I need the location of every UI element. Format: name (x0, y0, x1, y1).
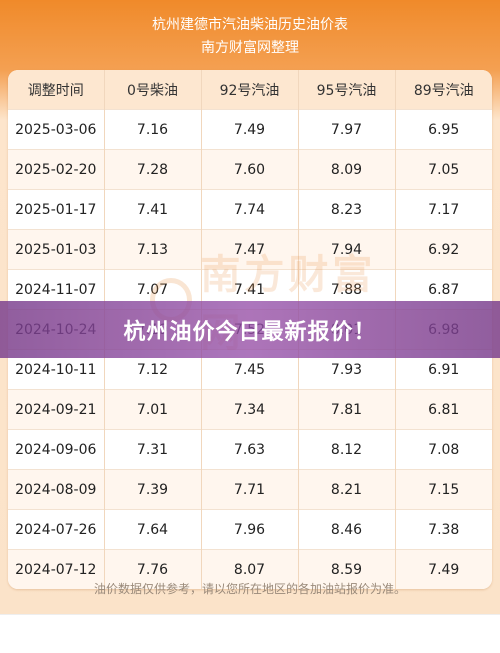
table-row: 2024-07-26 7.64 7.96 8.46 7.38 (8, 509, 492, 550)
price-cell: 8.59 (298, 549, 396, 589)
date-cell: 2024-09-06 (8, 429, 105, 470)
price-cell: 7.16 (104, 109, 202, 150)
price-cell: 8.09 (298, 149, 396, 190)
table-row: 2025-01-17 7.41 7.74 8.23 7.17 (8, 189, 492, 230)
date-cell: 2025-03-06 (8, 109, 105, 150)
price-cell: 8.21 (298, 469, 396, 510)
price-cell: 7.74 (201, 189, 299, 230)
table-row: 2025-03-06 7.16 7.49 7.97 6.95 (8, 109, 492, 150)
price-table: 调整时间 0号柴油 92号汽油 95号汽油 89号汽油 2025-03-06 7.… (8, 70, 492, 589)
date-cell: 2024-07-26 (8, 509, 105, 550)
price-cell: 7.13 (104, 229, 202, 270)
table-row: 2025-01-03 7.13 7.47 7.94 6.92 (8, 229, 492, 270)
table-header-row: 调整时间 0号柴油 92号汽油 95号汽油 89号汽油 (8, 70, 492, 110)
banner-text: 杭州油价今日最新报价！ (123, 319, 377, 345)
price-cell: 7.71 (201, 469, 299, 510)
price-cell: 7.96 (201, 509, 299, 550)
price-cell: 7.47 (201, 229, 299, 270)
table-row: 2024-07-12 7.76 8.07 8.59 7.49 (8, 549, 492, 589)
price-cell: 7.34 (201, 389, 299, 430)
price-cell: 7.97 (298, 109, 396, 150)
price-cell: 7.17 (395, 189, 492, 230)
price-cell: 7.28 (104, 149, 202, 190)
price-cell: 8.23 (298, 189, 396, 230)
headline-banner: 杭州油价今日最新报价！ (0, 301, 500, 358)
divider (0, 614, 500, 615)
page-subtitle: 南方财富网整理 (201, 40, 299, 56)
page-title: 杭州建德市汽油柴油历史油价表 (152, 17, 348, 33)
price-cell: 6.95 (395, 109, 492, 150)
price-cell: 7.05 (395, 149, 492, 190)
date-cell: 2025-01-03 (8, 229, 105, 270)
price-cell: 7.60 (201, 149, 299, 190)
price-cell: 7.94 (298, 229, 396, 270)
price-cell: 7.64 (104, 509, 202, 550)
price-cell: 7.81 (298, 389, 396, 430)
price-cell: 7.49 (201, 109, 299, 150)
price-cell: 6.92 (395, 229, 492, 270)
column-header: 95号汽油 (298, 70, 396, 110)
footer-note: 油价数据仅供参考，请以您所在地区的各加油站报价为准。 (93, 582, 406, 596)
date-cell: 2024-09-21 (8, 389, 105, 430)
table-row: 2024-09-21 7.01 7.34 7.81 6.81 (8, 389, 492, 430)
table-row: 2025-02-20 7.28 7.60 8.09 7.05 (8, 149, 492, 190)
price-cell: 8.46 (298, 509, 396, 550)
price-cell: 7.41 (104, 189, 202, 230)
price-cell: 7.63 (201, 429, 299, 470)
date-cell: 2024-08-09 (8, 469, 105, 510)
column-header: 0号柴油 (104, 70, 202, 110)
price-cell: 7.39 (104, 469, 202, 510)
price-cell: 6.81 (395, 389, 492, 430)
column-header: 89号汽油 (395, 70, 492, 110)
price-cell: 7.76 (104, 549, 202, 589)
table-row: 2024-08-09 7.39 7.71 8.21 7.15 (8, 469, 492, 510)
price-cell: 7.08 (395, 429, 492, 470)
price-cell: 7.01 (104, 389, 202, 430)
price-cell: 8.12 (298, 429, 396, 470)
price-cell: 7.49 (395, 549, 492, 589)
column-header: 92号汽油 (201, 70, 299, 110)
date-cell: 2024-07-12 (8, 549, 105, 589)
price-cell: 8.07 (201, 549, 299, 589)
price-cell: 7.38 (395, 509, 492, 550)
column-header: 调整时间 (8, 70, 105, 110)
table-row: 2024-09-06 7.31 7.63 8.12 7.08 (8, 429, 492, 470)
date-cell: 2025-01-17 (8, 189, 105, 230)
price-cell: 7.15 (395, 469, 492, 510)
price-cell: 7.31 (104, 429, 202, 470)
date-cell: 2025-02-20 (8, 149, 105, 190)
